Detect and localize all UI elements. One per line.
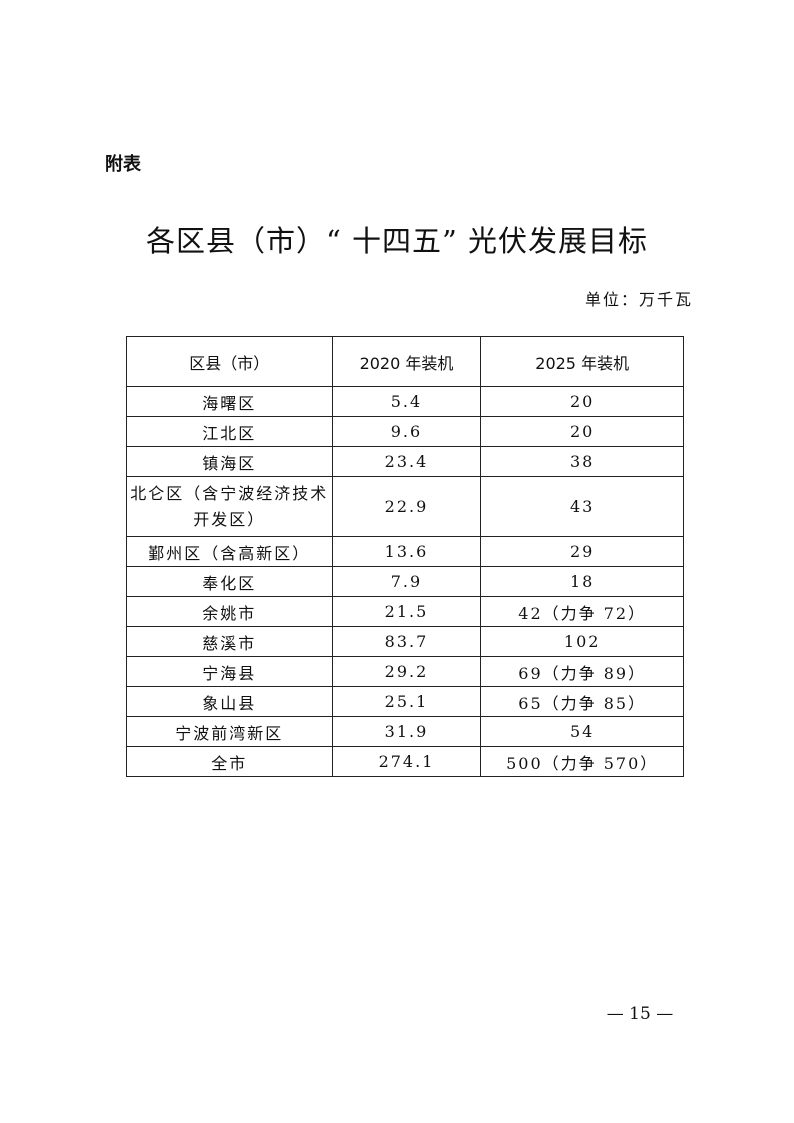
cell-district: 全市 (126, 746, 333, 777)
cell-district: 奉化区 (126, 566, 333, 597)
table-row: 慈溪市 83.7 102 (126, 626, 684, 657)
cell-2025: 42（力争 72） (480, 596, 684, 627)
cell-2025: 18 (480, 566, 684, 597)
table-row: 鄞州区（含高新区） 13.6 29 (126, 536, 684, 567)
table-row: 余姚市 21.5 42（力争 72） (126, 596, 684, 627)
page-title: 各区县（市）“ 十四五” 光伏发展目标 (145, 224, 649, 258)
cell-2020: 29.2 (331, 656, 482, 687)
cell-2020: 21.5 (331, 596, 482, 627)
cell-2025: 65（力争 85） (480, 686, 684, 717)
cell-2020: 22.9 (331, 476, 482, 537)
table-header-row: 区县（市） 2020 年装机 2025 年装机 (126, 336, 684, 387)
table-row: 奉化区 7.9 18 (126, 566, 684, 597)
header-2025: 2025 年装机 (480, 336, 684, 387)
cell-2025: 69（力争 89） (480, 656, 684, 687)
table-row: 海曙区 5.4 20 (126, 386, 684, 417)
cell-district: 北仑区（含宁波经济技术开发区） (126, 476, 333, 537)
table-row: 江北区 9.6 20 (126, 416, 684, 447)
cell-district: 象山县 (126, 686, 333, 717)
cell-2020: 5.4 (331, 386, 482, 417)
table-row: 宁海县 29.2 69（力争 89） (126, 656, 684, 687)
cell-2025: 500（力争 570） (480, 746, 684, 777)
cell-district: 江北区 (126, 416, 333, 447)
cell-2025: 29 (480, 536, 684, 567)
cell-2025: 54 (480, 716, 684, 747)
cell-2020: 25.1 (331, 686, 482, 717)
cell-district: 慈溪市 (126, 626, 333, 657)
cell-district: 镇海区 (126, 446, 333, 477)
cell-2025: 102 (480, 626, 684, 657)
table-row: 镇海区 23.4 38 (126, 446, 684, 477)
cell-district: 海曙区 (126, 386, 333, 417)
pv-target-table: 区县（市） 2020 年装机 2025 年装机 海曙区 5.4 20 江北区 9.6 20… (126, 336, 684, 777)
cell-district: 余姚市 (126, 596, 333, 627)
appendix-label: 附表 (105, 154, 141, 175)
cell-2020: 7.9 (331, 566, 482, 597)
cell-2020: 83.7 (331, 626, 482, 657)
page-number: — 15 — (606, 1004, 674, 1024)
table-row: 北仑区（含宁波经济技术开发区） 22.9 43 (126, 476, 684, 537)
cell-2025: 38 (480, 446, 684, 477)
cell-2025: 43 (480, 476, 684, 537)
cell-district: 宁波前湾新区 (126, 716, 333, 747)
header-2020: 2020 年装机 (331, 336, 482, 387)
table-row: 宁波前湾新区 31.9 54 (126, 716, 684, 747)
table-row: 象山县 25.1 65（力争 85） (126, 686, 684, 717)
unit-label: 单位：万千瓦 (584, 290, 693, 309)
table-row: 全市 274.1 500（力争 570） (126, 746, 684, 777)
cell-2020: 23.4 (331, 446, 482, 477)
cell-2020: 9.6 (331, 416, 482, 447)
cell-2020: 31.9 (331, 716, 482, 747)
cell-2025: 20 (480, 386, 684, 417)
header-district: 区县（市） (126, 336, 333, 387)
cell-2025: 20 (480, 416, 684, 447)
cell-2020: 13.6 (331, 536, 482, 567)
cell-2020: 274.1 (331, 746, 482, 777)
cell-district: 鄞州区（含高新区） (126, 536, 333, 567)
cell-district: 宁海县 (126, 656, 333, 687)
